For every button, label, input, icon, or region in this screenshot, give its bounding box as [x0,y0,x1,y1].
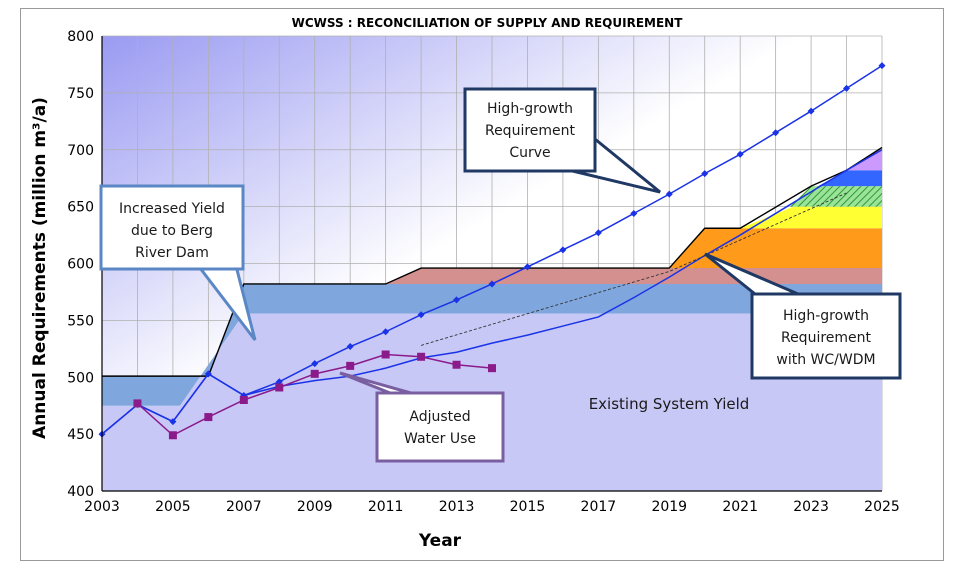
data-point [878,62,886,70]
callout-high-growth-curve-text: Requirement [485,123,576,139]
data-point [417,311,425,319]
callout-adjusted-water-use-box [375,391,505,463]
y-axis-label: Annual Requirements (million m³/a) [30,97,50,439]
data-point [488,364,496,373]
x-tick-label: 2019 [651,499,687,515]
data-point [594,229,602,237]
x-tick-label: 2003 [84,499,120,515]
x-tick-label: 2013 [439,499,475,515]
data-point [807,107,815,115]
supply-band-6 [818,170,882,187]
x-tick-label: 2023 [793,499,829,515]
callout-high-growth-curve-text: Curve [509,145,550,161]
data-point [736,150,744,158]
x-tick-label: 2015 [510,499,546,515]
supply-step-line [102,146,883,377]
x-tick-label: 2025 [864,499,900,515]
y-tick-label: 600 [67,257,94,273]
y-tick-label: 800 [67,29,94,45]
supply-band-4 [740,206,882,229]
data-point [701,170,709,178]
y-tick-label: 450 [67,427,94,443]
data-point [523,263,531,271]
x-tick-label: 2011 [368,499,404,515]
data-point [346,361,355,370]
callout-wc-wdm-box [750,292,902,380]
data-point [488,280,496,288]
callout-berg-river-dam-text: due to Berg [131,223,213,239]
data-point [630,209,638,217]
callout-berg-river-dam-text: River Dam [135,245,209,261]
data-point [239,396,248,404]
data-point [417,352,426,361]
y-tick-label: 400 [67,484,94,500]
callout-berg-river-dam-box [99,184,245,271]
data-point [559,246,567,254]
y-tick-label: 500 [67,370,94,386]
data-point [381,350,390,359]
data-point [665,190,673,198]
data-point [133,399,142,408]
data-point [204,413,213,422]
data-point [453,296,461,304]
x-tick-label: 2007 [226,499,262,515]
x-tick-label: 2017 [581,499,617,515]
data-point [772,129,780,137]
callout-wc-wdm-text: High-growth [783,308,869,324]
data-point [346,343,354,351]
y-tick-label: 650 [67,200,94,216]
callout-wc-wdm-text: Requirement [781,330,872,346]
series-line-1 [101,149,883,435]
x-tick-label: 2009 [297,499,333,515]
x-axis-label: Year [418,531,462,551]
callout-adjusted-water-use-text: Adjusted [409,409,470,425]
data-point [843,84,851,92]
callout-high-growth-curve-box [463,87,597,173]
y-tick-label: 750 [67,86,94,102]
data-point [311,360,319,368]
x-tick-label: 2005 [155,499,191,515]
callout-high-growth-curve-text: High-growth [487,101,573,117]
data-point [382,328,390,336]
callout-wc-wdm-text: with WC/WDM [776,352,875,368]
data-point [310,369,319,378]
chart-title: WCWSS : RECONCILIATION OF SUPPLY AND REQ… [292,16,684,30]
data-point [275,383,284,392]
existing-system-yield-label: Existing System Yield [589,395,750,413]
data-point [452,360,461,369]
supply-band-3 [669,228,882,269]
callout-adjusted-water-use-text: Water Use [404,431,476,447]
series-line-3 [420,192,847,346]
callout-berg-river-dam-text: Increased Yield [119,201,225,217]
x-tick-label: 2021 [722,499,758,515]
y-tick-label: 700 [67,143,94,159]
data-point [168,431,177,440]
y-tick-label: 550 [67,313,94,329]
